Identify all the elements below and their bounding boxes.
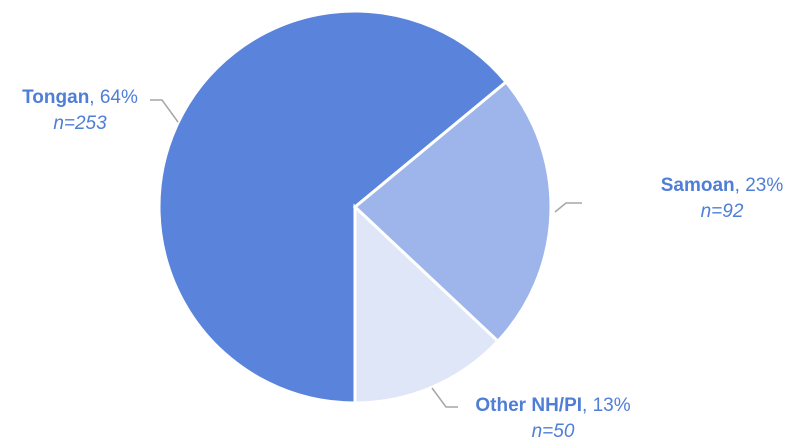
- count-label: n=50: [532, 421, 575, 437]
- value-label: , 13%: [582, 395, 631, 416]
- slice-label: Tongan, 64%: [22, 87, 138, 108]
- value-label: , 64%: [89, 87, 138, 108]
- count-label: n=92: [701, 201, 744, 222]
- category-name: Other NH/PI: [475, 395, 582, 416]
- count-label: n=253: [53, 113, 107, 134]
- pie-slice: [352, 79, 553, 344]
- slice-label: Other NH/PI, 13%: [475, 395, 630, 416]
- category-name: Tongan: [22, 87, 89, 108]
- category-name: Samoan: [661, 175, 735, 196]
- leader-line: [150, 99, 179, 123]
- pie-slice: [157, 9, 509, 405]
- slice-label: Samoan, 23%: [661, 175, 784, 196]
- pie-slice: [353, 203, 500, 405]
- value-label: , 23%: [735, 175, 784, 196]
- leader-line: [554, 202, 582, 213]
- leader-line: [431, 387, 458, 408]
